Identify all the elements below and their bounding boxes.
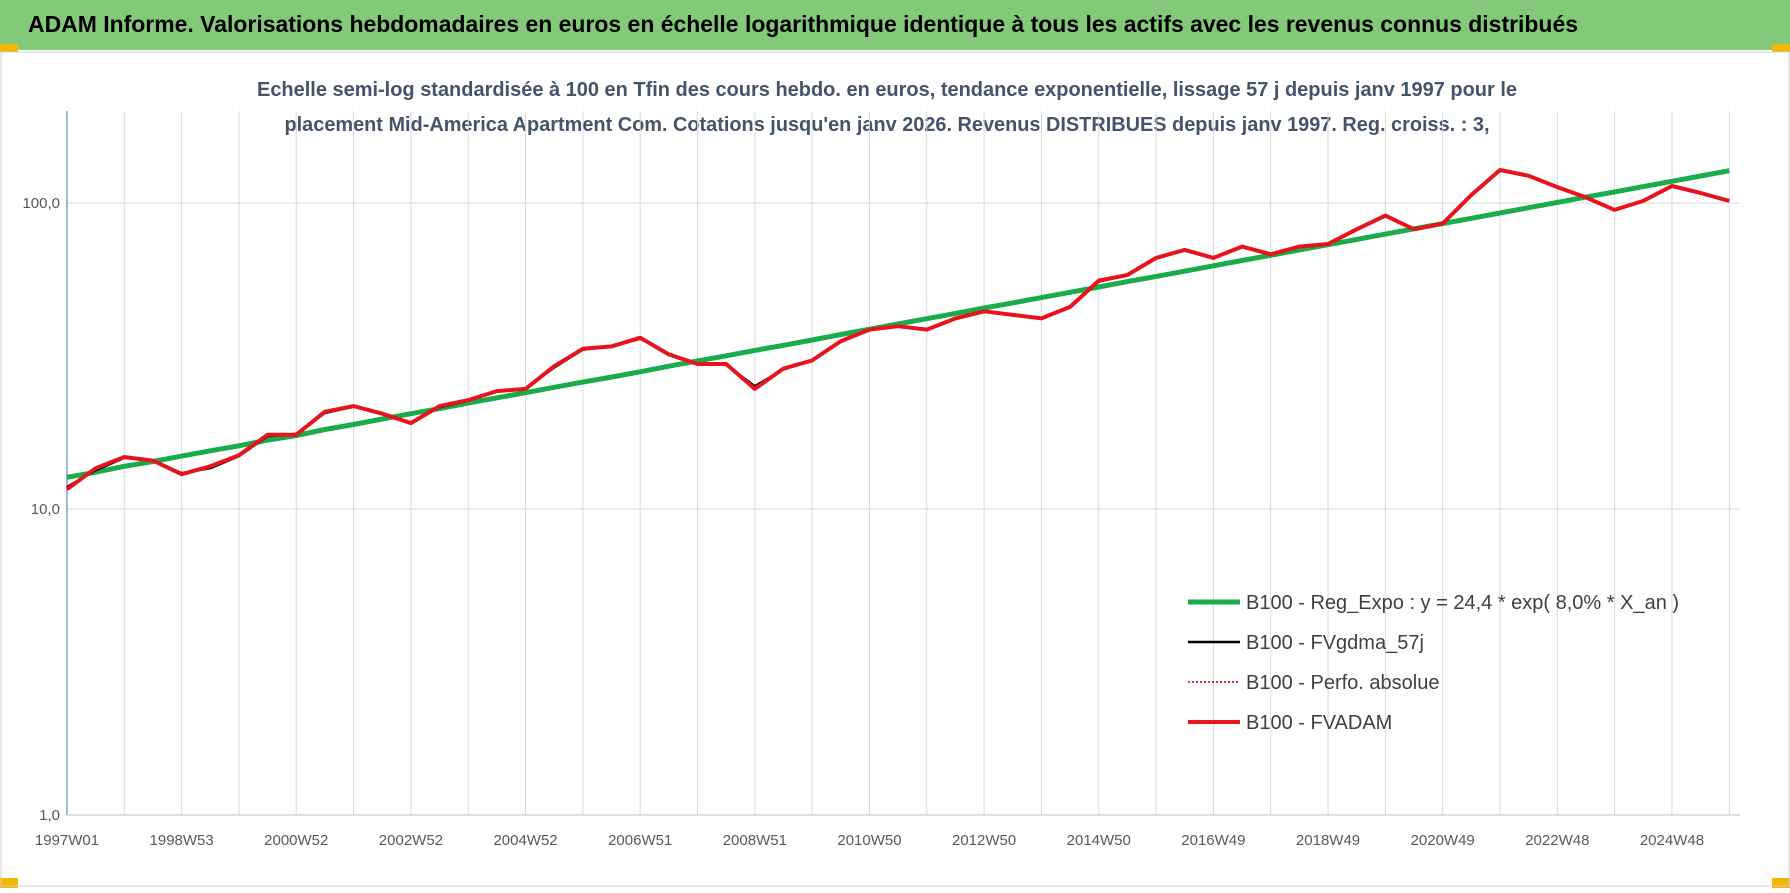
legend-label: B100 - Perfo. absolue xyxy=(1246,672,1439,694)
y-tick-label: 10,0 xyxy=(31,501,60,518)
x-tick-label: 2018W49 xyxy=(1296,832,1360,849)
series-line xyxy=(65,168,1730,491)
x-tick-label: 2006W51 xyxy=(608,832,672,849)
x-tick-label: 2004W52 xyxy=(493,832,557,849)
x-tick-label: 1997W01 xyxy=(35,832,99,849)
x-tick-label: 2010W50 xyxy=(837,832,901,849)
legend-label: B100 - FVADAM xyxy=(1246,712,1392,734)
frame xyxy=(0,51,1790,887)
corner xyxy=(0,44,18,52)
legend: B100 - Reg_Expo : y = 24,4 * exp( 8,0% *… xyxy=(1188,592,1679,734)
subtitle: Echelle semi-log standardisée à 100 en T… xyxy=(257,79,1517,101)
x-tick-label: 2008W51 xyxy=(723,832,787,849)
legend-label: B100 - Reg_Expo : y = 24,4 * exp( 8,0% *… xyxy=(1246,592,1679,614)
y-tick-label: 100,0 xyxy=(22,195,60,212)
grid: 1,0 10,0 100,0 1997W01 1998W53 2000W52 2002W52… xyxy=(22,111,1740,849)
x-tick-label: 2000W52 xyxy=(264,832,328,849)
x-tick-label: 2022W48 xyxy=(1525,832,1589,849)
corner xyxy=(0,878,18,888)
corner xyxy=(1772,878,1790,888)
x-tick-label: 2014W50 xyxy=(1067,832,1131,849)
x-tick-label: 2012W50 xyxy=(952,832,1016,849)
corner xyxy=(1772,44,1790,52)
x-tick-label: 2024W48 xyxy=(1640,832,1704,849)
x-tick-label: 2002W52 xyxy=(379,832,443,849)
series-line xyxy=(66,168,1730,480)
subtitle: placement Mid-America Apartment Com. Cot… xyxy=(285,114,1490,136)
legend-label: B100 - FVgdma_57j xyxy=(1246,632,1424,654)
plot-area xyxy=(65,168,1730,491)
chart-title: ADAM Informe. Valorisations hebdomadaire… xyxy=(28,11,1578,37)
x-tick-label: 2020W49 xyxy=(1411,832,1475,849)
x-tick-label: 1998W53 xyxy=(150,832,214,849)
y-tick-label: 1,0 xyxy=(39,807,60,824)
header-bar xyxy=(0,0,1790,50)
x-tick-label: 2016W49 xyxy=(1181,832,1245,849)
